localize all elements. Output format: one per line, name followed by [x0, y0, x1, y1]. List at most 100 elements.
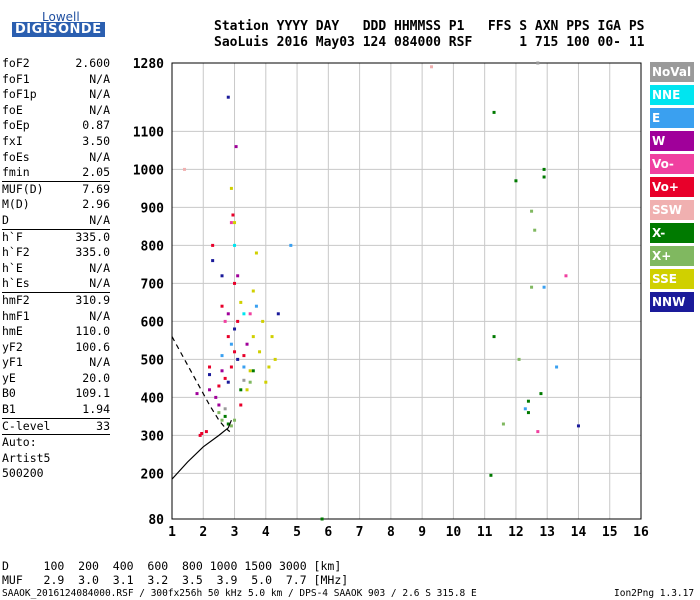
- param-name: h`F2: [2, 245, 30, 260]
- param-row: Artist5: [2, 451, 110, 467]
- echo-point: [226, 380, 230, 384]
- echo-point: [211, 259, 215, 263]
- param-row: foE N/A: [2, 103, 110, 119]
- x-tick-label: 15: [602, 525, 618, 540]
- echo-point: [539, 392, 543, 396]
- echo-point: [526, 399, 530, 403]
- param-value: N/A: [89, 212, 110, 227]
- profile-dashed-curve: [171, 336, 231, 433]
- param-row: hmF1 N/A: [2, 309, 110, 325]
- param-value: 2.600: [75, 56, 110, 70]
- param-value: 2.05: [82, 165, 110, 180]
- echo-point: [248, 369, 252, 373]
- echo-point: [264, 380, 268, 384]
- echo-point: [233, 281, 237, 285]
- echo-point: [236, 357, 240, 361]
- param-value: 109.1: [75, 386, 110, 401]
- echo-point: [501, 422, 505, 426]
- param-name: fxI: [2, 133, 23, 148]
- muf-distance-line-2: MUF 2.9 3.0 3.1 3.2 3.5 3.9 5.0 7.7 [MHz…: [2, 573, 349, 587]
- param-row: D N/A: [2, 213, 110, 229]
- echo-point: [245, 342, 249, 346]
- echo-point: [289, 243, 293, 247]
- echo-point: [248, 312, 252, 316]
- echo-point: [195, 392, 199, 396]
- param-value: N/A: [89, 102, 110, 117]
- echo-point: [492, 335, 496, 339]
- param-value: 20.0: [82, 370, 110, 385]
- echo-point: [261, 319, 265, 323]
- param-name: C-level: [2, 418, 51, 433]
- param-row: yF1 N/A: [2, 355, 110, 371]
- param-name: B0: [2, 386, 16, 401]
- echo-point: [208, 373, 212, 377]
- echo-point: [217, 384, 221, 388]
- param-name: h`Es: [2, 276, 30, 291]
- echo-point: [211, 243, 215, 247]
- param-name: foEp: [2, 118, 30, 133]
- echo-point: [200, 432, 204, 435]
- echo-point: [198, 433, 202, 437]
- param-row: foF1p N/A: [2, 87, 110, 103]
- echo-point: [229, 221, 233, 225]
- param-value: N/A: [89, 260, 110, 275]
- param-row: B0 109.1: [2, 386, 110, 402]
- param-name: MUF(D): [2, 181, 44, 196]
- param-name: Auto:: [2, 435, 37, 450]
- echo-point: [223, 407, 227, 411]
- echo-point: [242, 365, 246, 369]
- echo-point: [542, 167, 546, 171]
- x-tick-label: 4: [262, 525, 270, 540]
- param-value: N/A: [89, 276, 110, 291]
- polarization-legend: NoVal NNE E W Vo- Vo+ SSW X- X+ SSE NNW: [650, 62, 694, 315]
- echo-point: [242, 378, 246, 382]
- echo-point: [223, 319, 227, 323]
- legend-item: Vo-: [650, 154, 694, 174]
- param-name: Artist5: [2, 450, 51, 465]
- echo-point: [233, 221, 237, 225]
- echo-point: [236, 274, 240, 278]
- profile-solid-curve: [171, 419, 232, 480]
- param-name: foF1p: [2, 87, 37, 102]
- param-value: 33: [96, 418, 110, 433]
- echo-point: [229, 365, 233, 369]
- x-tick-label: 16: [633, 525, 649, 540]
- param-row: M(D) 2.96: [2, 197, 110, 213]
- echo-point: [242, 312, 246, 316]
- echo-point: [564, 274, 568, 278]
- y-tick-label: 1100: [133, 125, 164, 140]
- echo-point: [239, 388, 243, 392]
- param-row: h`F 335.0: [2, 228, 110, 246]
- y-tick-label: 300: [141, 429, 165, 444]
- lowell-logo-text: Lowell: [42, 10, 80, 24]
- param-value: 110.0: [75, 324, 110, 339]
- param-row: Auto:: [2, 434, 110, 451]
- param-row: foF2 2.600: [2, 56, 110, 72]
- echo-point: [220, 274, 224, 278]
- y-tick-label: 200: [141, 467, 165, 482]
- x-tick-label: 6: [324, 525, 332, 540]
- param-row: fxI 3.50: [2, 134, 110, 150]
- x-tick-label: 11: [477, 525, 493, 540]
- echo-point: [251, 335, 255, 339]
- param-name: hmF1: [2, 308, 30, 323]
- y-tick-label: 600: [141, 315, 165, 330]
- echo-point: [430, 65, 434, 69]
- echo-point: [223, 414, 227, 418]
- param-value: N/A: [89, 355, 110, 370]
- echo-point: [226, 422, 230, 426]
- echo-point: [251, 369, 255, 373]
- footer-file-info: SAAOK_2016124084000.RSF / 300fx256h 50 k…: [2, 588, 477, 599]
- param-name: fmin: [2, 165, 30, 180]
- echo-point: [226, 95, 230, 99]
- param-row: yE 20.0: [2, 371, 110, 387]
- legend-item: SSE: [650, 269, 694, 289]
- echo-point: [236, 319, 240, 323]
- echo-point: [220, 354, 224, 358]
- x-tick-label: 12: [508, 525, 524, 540]
- header-line-1: Station YYYY DAY DDD HHMMSS P1 FFS S AXN…: [214, 19, 645, 34]
- x-tick-label: 9: [418, 525, 426, 540]
- legend-item: X-: [650, 223, 694, 243]
- param-row: h`F2 335.0: [2, 245, 110, 261]
- param-value: 100.6: [75, 339, 110, 354]
